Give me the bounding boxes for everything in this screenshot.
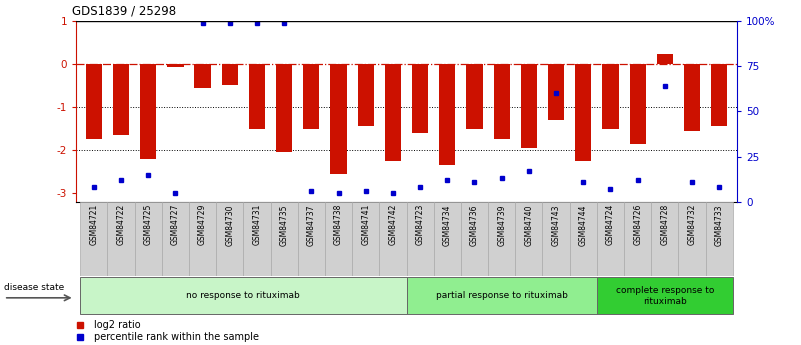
FancyBboxPatch shape	[162, 202, 189, 276]
Text: GSM84737: GSM84737	[307, 204, 316, 246]
Bar	[357, 64, 374, 126]
Text: GSM84722: GSM84722	[116, 204, 126, 245]
Text: GSM84725: GSM84725	[143, 204, 153, 245]
FancyBboxPatch shape	[352, 202, 380, 276]
FancyBboxPatch shape	[107, 202, 135, 276]
Text: GSM84731: GSM84731	[252, 204, 261, 245]
FancyBboxPatch shape	[488, 202, 515, 276]
Text: GSM84742: GSM84742	[388, 204, 397, 245]
FancyBboxPatch shape	[597, 202, 624, 276]
Text: complete response to
rituximab: complete response to rituximab	[616, 286, 714, 306]
Text: GSM84733: GSM84733	[714, 204, 724, 246]
Bar	[548, 64, 564, 120]
FancyBboxPatch shape	[325, 202, 352, 276]
Text: GSM84740: GSM84740	[525, 204, 533, 246]
Bar	[711, 64, 727, 126]
FancyBboxPatch shape	[380, 202, 407, 276]
Bar	[684, 64, 700, 131]
FancyBboxPatch shape	[80, 202, 107, 276]
FancyBboxPatch shape	[271, 202, 298, 276]
FancyBboxPatch shape	[570, 202, 597, 276]
Text: GSM84744: GSM84744	[579, 204, 588, 246]
Text: log2 ratio: log2 ratio	[95, 321, 141, 331]
Text: percentile rank within the sample: percentile rank within the sample	[95, 332, 260, 342]
FancyBboxPatch shape	[80, 277, 407, 315]
FancyBboxPatch shape	[216, 202, 244, 276]
Text: GSM84727: GSM84727	[171, 204, 180, 245]
FancyBboxPatch shape	[542, 202, 570, 276]
Bar	[113, 64, 129, 135]
Bar	[384, 64, 401, 161]
Bar	[86, 64, 102, 139]
Bar	[330, 64, 347, 174]
Text: GSM84739: GSM84739	[497, 204, 506, 246]
Bar	[493, 64, 510, 139]
FancyBboxPatch shape	[244, 202, 271, 276]
FancyBboxPatch shape	[461, 202, 488, 276]
Bar	[602, 64, 618, 129]
FancyBboxPatch shape	[706, 202, 733, 276]
Text: GSM84735: GSM84735	[280, 204, 288, 246]
Bar	[521, 64, 537, 148]
Bar	[222, 64, 238, 86]
Text: GSM84743: GSM84743	[552, 204, 561, 246]
Bar	[303, 64, 320, 129]
FancyBboxPatch shape	[624, 202, 651, 276]
Text: GSM84738: GSM84738	[334, 204, 343, 245]
FancyBboxPatch shape	[515, 202, 542, 276]
Bar	[439, 64, 456, 165]
FancyBboxPatch shape	[135, 202, 162, 276]
FancyBboxPatch shape	[597, 277, 733, 315]
Text: GSM84721: GSM84721	[89, 204, 99, 245]
Text: GSM84741: GSM84741	[361, 204, 370, 245]
Text: disease state: disease state	[4, 283, 64, 292]
Text: GDS1839 / 25298: GDS1839 / 25298	[72, 4, 176, 17]
Text: GSM84734: GSM84734	[443, 204, 452, 246]
Bar	[195, 64, 211, 88]
Text: partial response to rituximab: partial response to rituximab	[436, 291, 568, 300]
FancyBboxPatch shape	[298, 202, 325, 276]
Bar	[466, 64, 483, 129]
Bar	[630, 64, 646, 144]
Text: GSM84723: GSM84723	[416, 204, 425, 245]
Bar	[140, 64, 156, 159]
Text: GSM84729: GSM84729	[198, 204, 207, 245]
Bar	[412, 64, 429, 133]
FancyBboxPatch shape	[189, 202, 216, 276]
FancyBboxPatch shape	[678, 202, 706, 276]
FancyBboxPatch shape	[407, 277, 597, 315]
Bar	[276, 64, 292, 152]
Bar	[575, 64, 591, 161]
Bar	[249, 64, 265, 129]
Text: no response to rituximab: no response to rituximab	[187, 291, 300, 300]
Text: GSM84732: GSM84732	[687, 204, 697, 245]
Text: GSM84730: GSM84730	[225, 204, 234, 246]
Bar	[657, 55, 673, 64]
Text: GSM84726: GSM84726	[633, 204, 642, 245]
FancyBboxPatch shape	[651, 202, 678, 276]
Bar	[167, 64, 183, 67]
Text: GSM84736: GSM84736	[470, 204, 479, 246]
FancyBboxPatch shape	[407, 202, 433, 276]
Text: GSM84728: GSM84728	[660, 204, 670, 245]
FancyBboxPatch shape	[433, 202, 461, 276]
Text: GSM84724: GSM84724	[606, 204, 615, 245]
